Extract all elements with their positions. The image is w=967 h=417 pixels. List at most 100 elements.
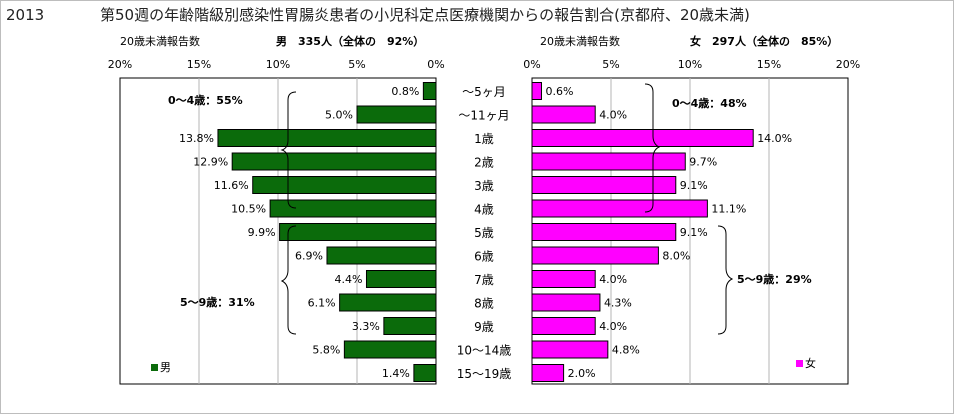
- category-labels: ～5ヶ月 ～11ヶ月 1歳 2歳 3歳 4歳 5歳 6歳 7歳 8歳 9歳 10～14歳 15～19歳: [457, 85, 512, 381]
- category-label: 5歳: [474, 226, 494, 240]
- female-bar: [531, 317, 596, 335]
- female-value-label: 0.6%: [545, 85, 573, 98]
- female-legend-label: 女: [805, 356, 816, 370]
- male-value-label: 1.4%: [382, 367, 410, 380]
- female-bracket-0-4: [644, 83, 661, 213]
- female-x-tick-label: 0%: [523, 58, 540, 71]
- female-value-label: 4.0%: [599, 320, 627, 333]
- female-value-label: 9.1%: [680, 179, 708, 192]
- female-bars: [531, 82, 754, 382]
- female-x-ticks: 0% 5% 10% 15% 20%: [523, 58, 860, 71]
- category-label: 10～14歳: [457, 344, 512, 358]
- female-bar: [531, 82, 542, 100]
- male-value-label: 10.5%: [231, 203, 266, 216]
- male-x-tick-label: 10%: [266, 58, 290, 71]
- female-x-tick-label: 20%: [836, 58, 860, 71]
- female-bar: [531, 105, 596, 124]
- female-value-label: 4.8%: [612, 344, 640, 357]
- male-annotation-0-4: 0～4歳：55%: [168, 93, 243, 107]
- male-value-label: 5.8%: [312, 344, 340, 357]
- male-annotation-5-9: 5～9歳：31%: [180, 295, 255, 309]
- female-value-label: 4.0%: [599, 109, 627, 122]
- male-value-label: 3.3%: [352, 320, 380, 333]
- category-label: 6歳: [474, 250, 494, 264]
- female-header-count-label: 20歳未満報告数: [540, 35, 620, 48]
- category-label: 7歳: [474, 273, 494, 287]
- male-bar: [231, 152, 437, 171]
- male-legend-label: 男: [160, 361, 171, 374]
- female-bar: [531, 152, 686, 171]
- female-bar: [531, 129, 754, 147]
- female-bar: [531, 293, 601, 312]
- male-header-total: 男 335人（全体の 92%）: [276, 34, 424, 48]
- male-bar: [326, 246, 437, 265]
- male-bar: [279, 223, 437, 241]
- category-label: ～11ヶ月: [458, 109, 509, 123]
- male-bar: [217, 129, 437, 147]
- female-value-label: 4.3%: [604, 297, 632, 310]
- female-legend-swatch: [796, 360, 803, 367]
- female-bar: [531, 223, 677, 241]
- male-value-label: 11.6%: [214, 179, 249, 192]
- female-annotation-5-9: 5～9歳：29%: [737, 272, 812, 286]
- male-bar: [252, 176, 437, 194]
- female-value-label: 9.1%: [680, 226, 708, 239]
- male-x-ticks: 20% 15% 10% 5% 0%: [108, 58, 445, 71]
- category-label: 9歳: [474, 320, 494, 334]
- female-value-label: 14.0%: [757, 132, 792, 145]
- male-bar: [356, 105, 437, 124]
- category-label: 1歳: [474, 132, 494, 146]
- female-value-label: 4.0%: [599, 273, 627, 286]
- male-value-label: 5.0%: [325, 109, 353, 122]
- male-bracket-5-9: [280, 225, 297, 335]
- male-x-tick-label: 5%: [348, 58, 365, 71]
- male-bar: [383, 317, 437, 335]
- female-value-label: 8.0%: [662, 250, 690, 263]
- male-x-tick-label: 20%: [108, 58, 132, 71]
- male-bar: [343, 340, 437, 359]
- male-bracket-0-4: [280, 91, 297, 209]
- male-bar: [365, 270, 437, 288]
- female-value-label: 9.7%: [689, 156, 717, 169]
- female-annotation-0-4: 0～4歳：48%: [672, 96, 747, 110]
- chart-title: 第50週の年齢階級別感染性胃腸炎患者の小児科定点医療機関からの報告割合(京都府、…: [100, 6, 750, 24]
- female-x-tick-label: 5%: [602, 58, 619, 71]
- male-value-label: 9.9%: [248, 226, 276, 239]
- female-value-label: 2.0%: [568, 367, 596, 380]
- male-x-tick-label: 0%: [427, 58, 444, 71]
- male-legend-swatch: [151, 364, 158, 371]
- female-x-tick-label: 10%: [678, 58, 702, 71]
- female-bar: [531, 176, 677, 194]
- category-label: 15～19歳: [457, 367, 512, 381]
- male-x-tick-label: 15%: [187, 58, 211, 71]
- female-bar: [531, 270, 596, 288]
- female-bar: [531, 340, 609, 359]
- male-value-label: 13.8%: [179, 132, 214, 145]
- female-value-label: 11.1%: [711, 203, 746, 216]
- male-value-label: 4.4%: [335, 273, 363, 286]
- category-label: 2歳: [474, 156, 494, 170]
- male-value-label: 6.9%: [295, 250, 323, 263]
- female-header-total: 女 297人（全体の 85%）: [690, 34, 838, 48]
- female-bar: [531, 246, 659, 265]
- female-value-labels: 0.6% 4.0% 14.0% 9.7% 9.1%11.1%9.1% 8.0% 4.0% 4.…: [545, 85, 792, 380]
- male-bar: [422, 82, 437, 100]
- category-label: 3歳: [474, 179, 494, 193]
- category-label: 4歳: [474, 203, 494, 217]
- male-value-label: 0.8%: [391, 85, 419, 98]
- female-bar: [531, 364, 565, 382]
- male-bar: [413, 364, 437, 382]
- male-bars: [217, 82, 437, 382]
- year-label: 2013: [6, 6, 44, 24]
- male-value-label: 6.1%: [308, 297, 336, 310]
- female-bracket-5-9: [717, 225, 734, 335]
- male-header-count-label: 20歳未満報告数: [120, 35, 200, 48]
- male-bar: [269, 199, 437, 218]
- male-value-labels: 0.8% 5.0% 13.8% 12.9% 11.6% 10.5% 9.9% 6.9% 4.4%…: [179, 85, 419, 380]
- category-label: 8歳: [474, 297, 494, 311]
- category-label: ～5ヶ月: [462, 85, 506, 99]
- male-value-label: 12.9%: [193, 156, 228, 169]
- female-x-tick-label: 15%: [757, 58, 781, 71]
- male-bar: [339, 293, 437, 312]
